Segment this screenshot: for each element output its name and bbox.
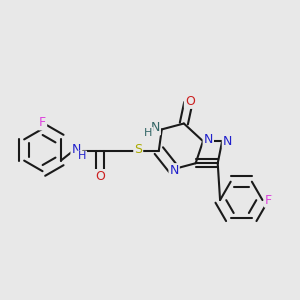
Text: F: F <box>39 116 46 129</box>
Text: N: N <box>223 135 232 148</box>
Text: F: F <box>39 116 46 129</box>
Text: N: N <box>151 122 160 134</box>
Text: N: N <box>169 164 179 177</box>
Text: F: F <box>266 194 272 207</box>
Text: F: F <box>265 194 272 207</box>
Text: N: N <box>71 143 81 156</box>
Text: O: O <box>185 95 195 108</box>
Text: H: H <box>144 128 153 138</box>
Text: N: N <box>204 133 213 146</box>
Text: S: S <box>134 143 142 157</box>
Text: O: O <box>95 170 105 183</box>
Text: H: H <box>78 152 86 161</box>
